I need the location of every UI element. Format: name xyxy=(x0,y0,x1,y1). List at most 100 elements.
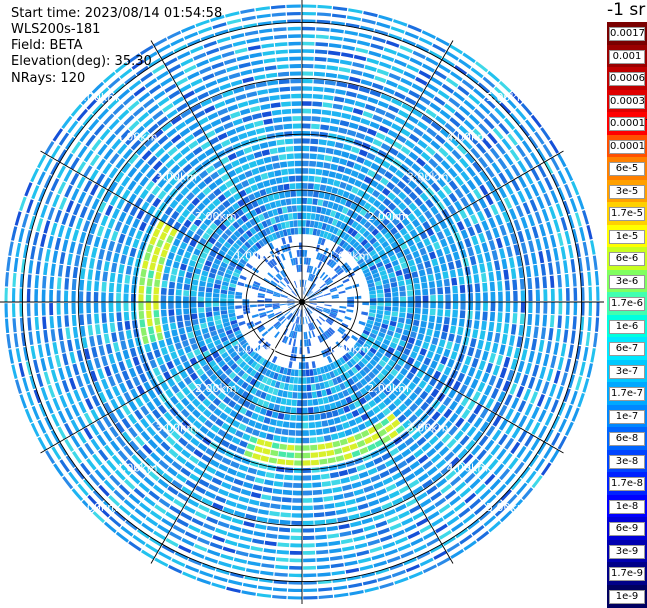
colorbar-tick-label: 1.7e-6 xyxy=(609,297,645,312)
range-gate xyxy=(542,236,550,250)
range-gate xyxy=(269,95,280,101)
range-gate xyxy=(93,212,102,224)
range-gate xyxy=(42,275,47,289)
range-gate xyxy=(555,261,561,275)
range-gate xyxy=(568,374,575,389)
range-gate xyxy=(224,273,232,279)
range-gate xyxy=(345,352,352,360)
range-gate xyxy=(252,283,260,288)
range-gate xyxy=(178,437,188,447)
range-gate xyxy=(14,211,22,226)
range-gate xyxy=(397,460,408,469)
range-gate xyxy=(403,233,412,242)
range-gate xyxy=(165,158,176,169)
range-gate xyxy=(290,543,302,548)
range-gate xyxy=(454,175,464,186)
range-gate xyxy=(420,320,427,328)
range-gate xyxy=(261,367,268,375)
range-gate xyxy=(488,375,497,386)
range-gate xyxy=(223,406,233,415)
range-gate xyxy=(288,330,293,338)
range-gate xyxy=(499,80,512,93)
range-gate xyxy=(227,347,235,355)
range-gate xyxy=(469,338,477,348)
colorbar-tick-label: 1.7e-5 xyxy=(609,207,645,222)
range-gate xyxy=(158,551,172,561)
range-gate xyxy=(543,160,554,175)
range-gate xyxy=(315,213,321,221)
range-gate xyxy=(323,231,329,239)
range-gate xyxy=(258,311,267,316)
range-gate xyxy=(145,516,159,527)
range-gate xyxy=(186,245,195,253)
range-gate xyxy=(167,466,178,477)
range-gate xyxy=(343,371,351,380)
range-gate xyxy=(223,321,231,328)
range-gate xyxy=(47,207,55,221)
range-gate xyxy=(342,44,355,51)
range-gate xyxy=(517,175,527,188)
range-gate xyxy=(371,367,380,376)
range-gate xyxy=(132,238,140,249)
range-gate xyxy=(288,573,302,578)
range-gate xyxy=(145,543,159,554)
range-gate xyxy=(363,242,372,250)
range-gate xyxy=(345,412,354,420)
range-gate xyxy=(57,410,67,424)
range-gate xyxy=(342,105,354,113)
range-gate xyxy=(374,232,383,240)
range-gate xyxy=(311,474,321,481)
range-gate xyxy=(287,303,295,306)
range-gate xyxy=(523,337,530,349)
range-gate xyxy=(306,212,311,220)
range-gate xyxy=(450,351,458,360)
range-gate xyxy=(393,264,401,272)
range-gate xyxy=(494,86,507,99)
range-gate xyxy=(490,444,501,456)
range-gate xyxy=(128,493,141,505)
range-gate xyxy=(183,290,190,297)
range-gate xyxy=(471,264,479,275)
range-gate xyxy=(199,222,208,231)
range-gate xyxy=(275,557,289,562)
range-gate xyxy=(86,97,99,110)
range-gate xyxy=(349,238,357,246)
range-gate xyxy=(392,408,402,418)
range-gate xyxy=(418,327,426,335)
range-gate xyxy=(361,311,369,316)
range-gate xyxy=(64,278,70,290)
range-gate xyxy=(219,83,232,91)
range-gate xyxy=(491,342,499,354)
range-gate xyxy=(167,251,175,260)
range-gate xyxy=(348,402,356,411)
range-gate xyxy=(97,405,106,418)
range-gate xyxy=(221,481,232,490)
range-gate xyxy=(279,303,288,306)
range-gate xyxy=(333,494,344,501)
range-gate xyxy=(309,146,318,152)
range-gate xyxy=(422,89,435,99)
range-gate xyxy=(202,246,211,254)
range-gate xyxy=(406,169,416,179)
range-gate xyxy=(280,295,288,299)
range-gate xyxy=(404,273,411,280)
range-gate xyxy=(285,146,294,152)
range-gate xyxy=(56,290,61,302)
range-gate xyxy=(475,142,487,154)
range-gate xyxy=(164,423,174,434)
range-gate xyxy=(540,327,547,340)
range-gate xyxy=(232,354,241,362)
range-gate xyxy=(429,377,438,387)
range-gate xyxy=(108,118,120,131)
range-gate xyxy=(471,525,485,536)
range-gate xyxy=(428,158,439,168)
range-gate xyxy=(378,382,387,391)
azimuth-spoke xyxy=(40,150,303,303)
range-gate xyxy=(369,359,378,367)
range-gate xyxy=(311,322,316,330)
range-gate xyxy=(233,366,242,374)
range-gate xyxy=(425,187,435,197)
range-gate xyxy=(385,79,398,88)
range-gate xyxy=(407,290,414,296)
range-gate xyxy=(113,510,127,522)
